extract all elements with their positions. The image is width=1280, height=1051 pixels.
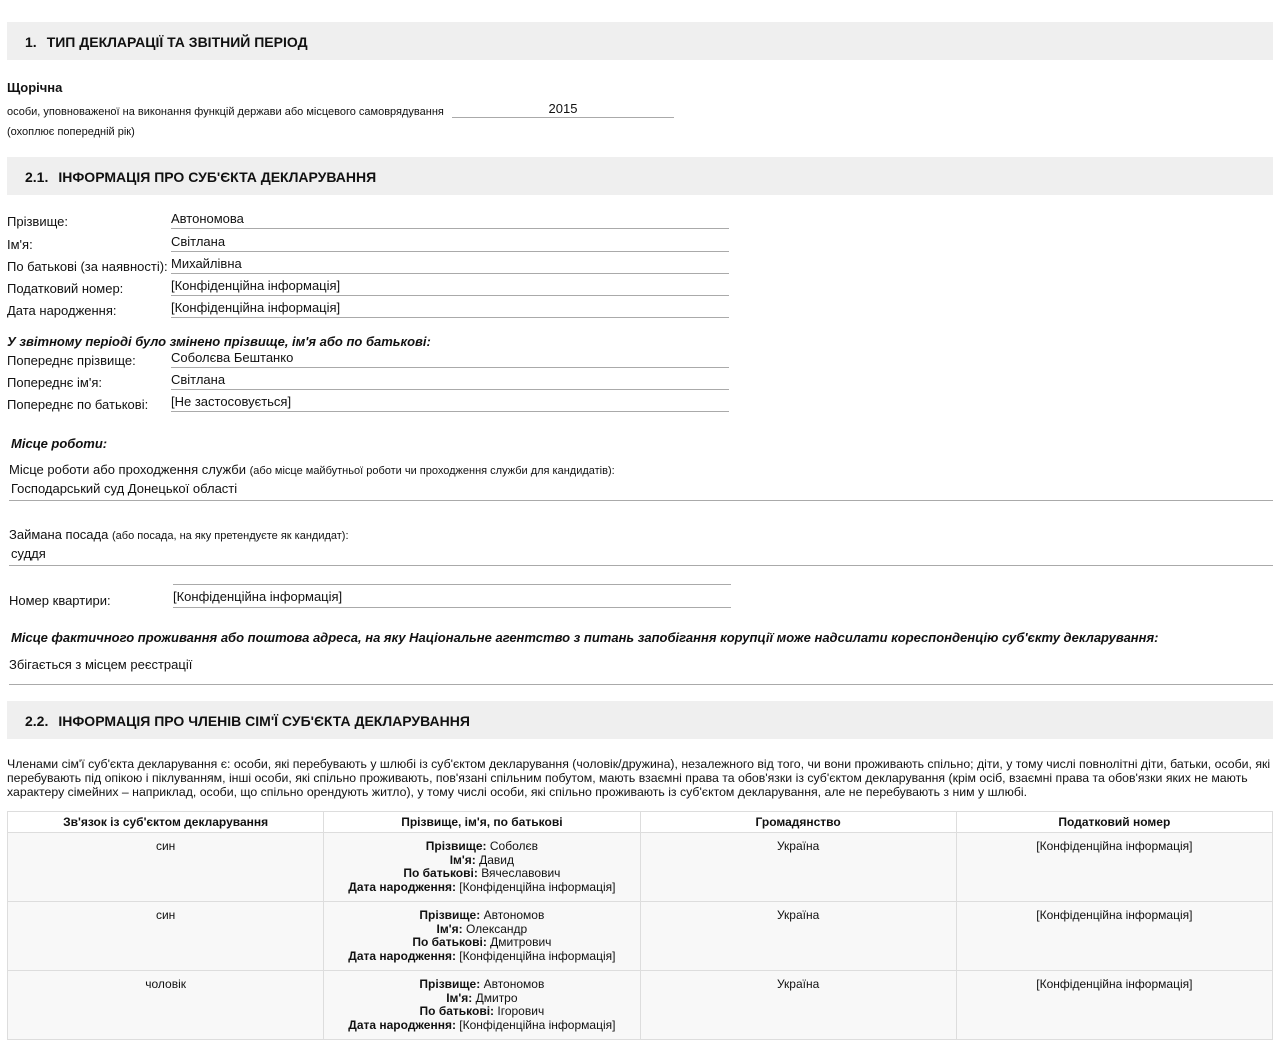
label-patronymic: По батькові:	[403, 866, 478, 881]
value-surname: Автономов	[483, 908, 545, 923]
label-surname: Прізвище:	[425, 839, 487, 854]
field-label: Попереднє ім'я:	[7, 375, 102, 391]
field-label: Прізвище:	[7, 214, 68, 230]
name-cell: Прізвище: Автономов Ім'я: Олександр По бат…	[323, 901, 641, 972]
family-intro: Членами сім'ї суб'єкта декларування є: о…	[7, 757, 1271, 800]
field-value: Михайлівна	[171, 256, 729, 274]
address-title: Місце фактичного проживання або поштова …	[11, 630, 1159, 646]
label-surname: Прізвище:	[419, 977, 481, 992]
label-birth: Дата народження:	[348, 879, 456, 894]
apartment-value: [Конфіденційна інформація]	[173, 584, 731, 609]
label-name: Ім'я:	[436, 921, 463, 936]
period-note: (охоплює попередній рік)	[7, 126, 135, 138]
label-birth: Дата народження:	[348, 1017, 456, 1032]
value-surname: Соболєв	[489, 839, 539, 854]
position-value: суддя	[9, 542, 1273, 567]
field-label: По батькові (за наявності):	[7, 258, 168, 274]
section-1-header: 1. ТИП ДЕКЛАРАЦІЇ ТА ЗВІТНИЙ ПЕРІОД	[7, 22, 1273, 60]
position-hint: (або посада, на яку претендуєте як канди…	[111, 530, 349, 543]
field-label: Ім'я:	[7, 236, 33, 252]
table-row: чоловік Прізвище: Автономов Ім'я: Дмитро П…	[6, 970, 1274, 1041]
address-value: Збігається з місцем реєстрації	[9, 657, 1273, 686]
work-hint: (або місце майбутньої роботи чи проходже…	[249, 465, 615, 478]
name-cell: Прізвище: Автономов Ім'я: Дмитро По батько…	[323, 970, 641, 1041]
subject-type: особи, уповноваженої на виконання функці…	[7, 106, 444, 118]
label-patronymic: По батькові:	[412, 935, 487, 950]
label-patronymic: По батькові:	[419, 1004, 495, 1019]
subject-field: Податковий номер: [Конфіденційна інформац…	[7, 274, 1273, 297]
value-patronymic: Ігорович	[497, 1004, 545, 1019]
previous-name-field: Попереднє ім'я: Світлана	[7, 368, 1273, 391]
relation-cell: чоловік	[6, 970, 325, 1041]
tax-number-cell: [Конфіденційна інформація]	[955, 832, 1274, 903]
field-label: Дата народження:	[7, 303, 117, 319]
report-year: 2015	[452, 101, 674, 118]
relation-cell: син	[6, 901, 325, 972]
tax-number-cell: [Конфіденційна інформація]	[955, 970, 1274, 1041]
field-value: [Не застосовується]	[171, 394, 729, 413]
field-value: Соболєва Бештанко	[171, 350, 729, 368]
field-value: Світлана	[171, 372, 729, 391]
name-cell: Прізвище: Соболєв Ім'я: Давид По батькові:…	[323, 832, 641, 903]
citizenship-cell: Україна	[639, 970, 957, 1041]
position-label: Займана посада	[9, 527, 109, 543]
value-birth: [Конфіденційна інформація]	[459, 1017, 616, 1032]
column-header: Зв'язок із суб'єктом декларування	[6, 811, 325, 834]
declaration-type: Щорічна	[7, 80, 63, 95]
work-value: Господарський суд Донецької області	[9, 477, 1273, 502]
previous-name-field: Попереднє по батькові: [Не застосовується…	[7, 390, 1273, 413]
label-birth: Дата народження:	[348, 948, 456, 963]
tax-number-cell: [Конфіденційна інформація]	[955, 901, 1274, 972]
previous-name-field: Попереднє прізвище: Соболєва Бештанко	[7, 345, 1273, 368]
field-label: Податковий номер:	[7, 281, 124, 297]
table-row: син Прізвище: Автономов Ім'я: Олександр По…	[6, 901, 1274, 972]
subject-field: Ім'я: Світлана	[7, 229, 1273, 252]
relation-cell: син	[6, 832, 325, 903]
column-header: Прізвище, ім'я, по батькові	[323, 811, 641, 834]
field-value: [Конфіденційна інформація]	[171, 278, 729, 297]
label-name: Ім'я:	[446, 990, 473, 1005]
section-2-2-header: 2.2. ІНФОРМАЦІЯ ПРО ЧЛЕНІВ СІМ'Ї СУБ'ЄКТА…	[7, 701, 1273, 740]
field-value: Автономова	[171, 211, 729, 230]
value-surname: Автономов	[483, 977, 545, 992]
value-patronymic: Дмитрович	[490, 935, 552, 950]
label-name: Ім'я:	[449, 852, 476, 867]
column-header: Податковий номер	[955, 811, 1274, 834]
subject-field: Прізвище: Автономова	[7, 207, 1273, 230]
apartment-label: Номер квартири:	[9, 593, 111, 609]
work-title: Місце роботи:	[11, 436, 108, 452]
field-value: [Конфіденційна інформація]	[171, 300, 729, 319]
field-label: Попереднє прізвище:	[7, 352, 136, 368]
work-label: Місце роботи або проходження служби	[9, 462, 247, 478]
name-changed-title: У звітному періоді було змінено прізвище…	[7, 334, 431, 350]
value-patronymic: Вячеславович	[481, 866, 561, 881]
citizenship-cell: Україна	[639, 832, 957, 903]
citizenship-cell: Україна	[639, 901, 957, 972]
label-surname: Прізвище:	[419, 908, 481, 923]
value-birth: [Конфіденційна інформація]	[459, 879, 616, 894]
subject-field: По батькові (за наявності): Михайлівна	[7, 252, 1273, 274]
field-value: Світлана	[171, 234, 729, 252]
section-2-1-header: 2.1. ІНФОРМАЦІЯ ПРО СУБ'ЄКТА ДЕКЛАРУВАННЯ	[7, 157, 1273, 195]
field-label: Попереднє по батькові:	[7, 397, 149, 413]
value-birth: [Конфіденційна інформація]	[459, 948, 616, 963]
column-header: Громадянство	[639, 811, 957, 834]
value-name: Олександр	[465, 921, 528, 936]
value-name: Давид	[479, 852, 515, 867]
family-table: Зв'язок із суб'єктом декларування Прізвищ…	[6, 811, 1274, 1041]
subject-field: Дата народження: [Конфіденційна інформаці…	[7, 296, 1273, 319]
value-name: Дмитро	[475, 990, 518, 1005]
table-row: син Прізвище: Соболєв Ім'я: Давид По батьк…	[6, 832, 1274, 903]
